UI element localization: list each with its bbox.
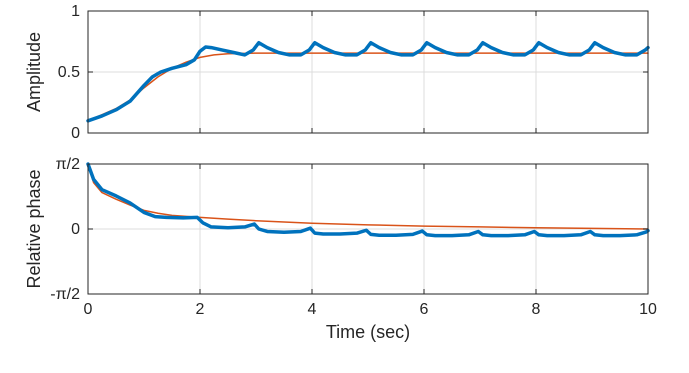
x-tick-label: 4 <box>308 301 317 318</box>
x-tick-label: 6 <box>420 301 429 318</box>
x-tick-label: 0 <box>84 301 93 318</box>
y-tick-label: 0 <box>71 221 80 238</box>
x-tick-label: 8 <box>532 301 541 318</box>
x-tick-label: 10 <box>639 301 657 318</box>
series-line-1 <box>88 53 648 121</box>
x-axis-label: Time (sec) <box>326 322 410 342</box>
series-line-2 <box>88 43 648 121</box>
y-tick-label: π/2 <box>56 156 80 173</box>
y-axis-label: Relative phase <box>24 169 44 288</box>
y-tick-label: -π/2 <box>50 286 80 303</box>
x-tick-label: 2 <box>196 301 205 318</box>
panel-1: 0 0.5 1 Amplitude <box>24 3 648 142</box>
y-tick-label: 0.5 <box>58 64 80 81</box>
y-tick-label: 0 <box>71 125 80 142</box>
y-axis-label: Amplitude <box>24 32 44 112</box>
y-tick-label: 1 <box>71 3 80 20</box>
